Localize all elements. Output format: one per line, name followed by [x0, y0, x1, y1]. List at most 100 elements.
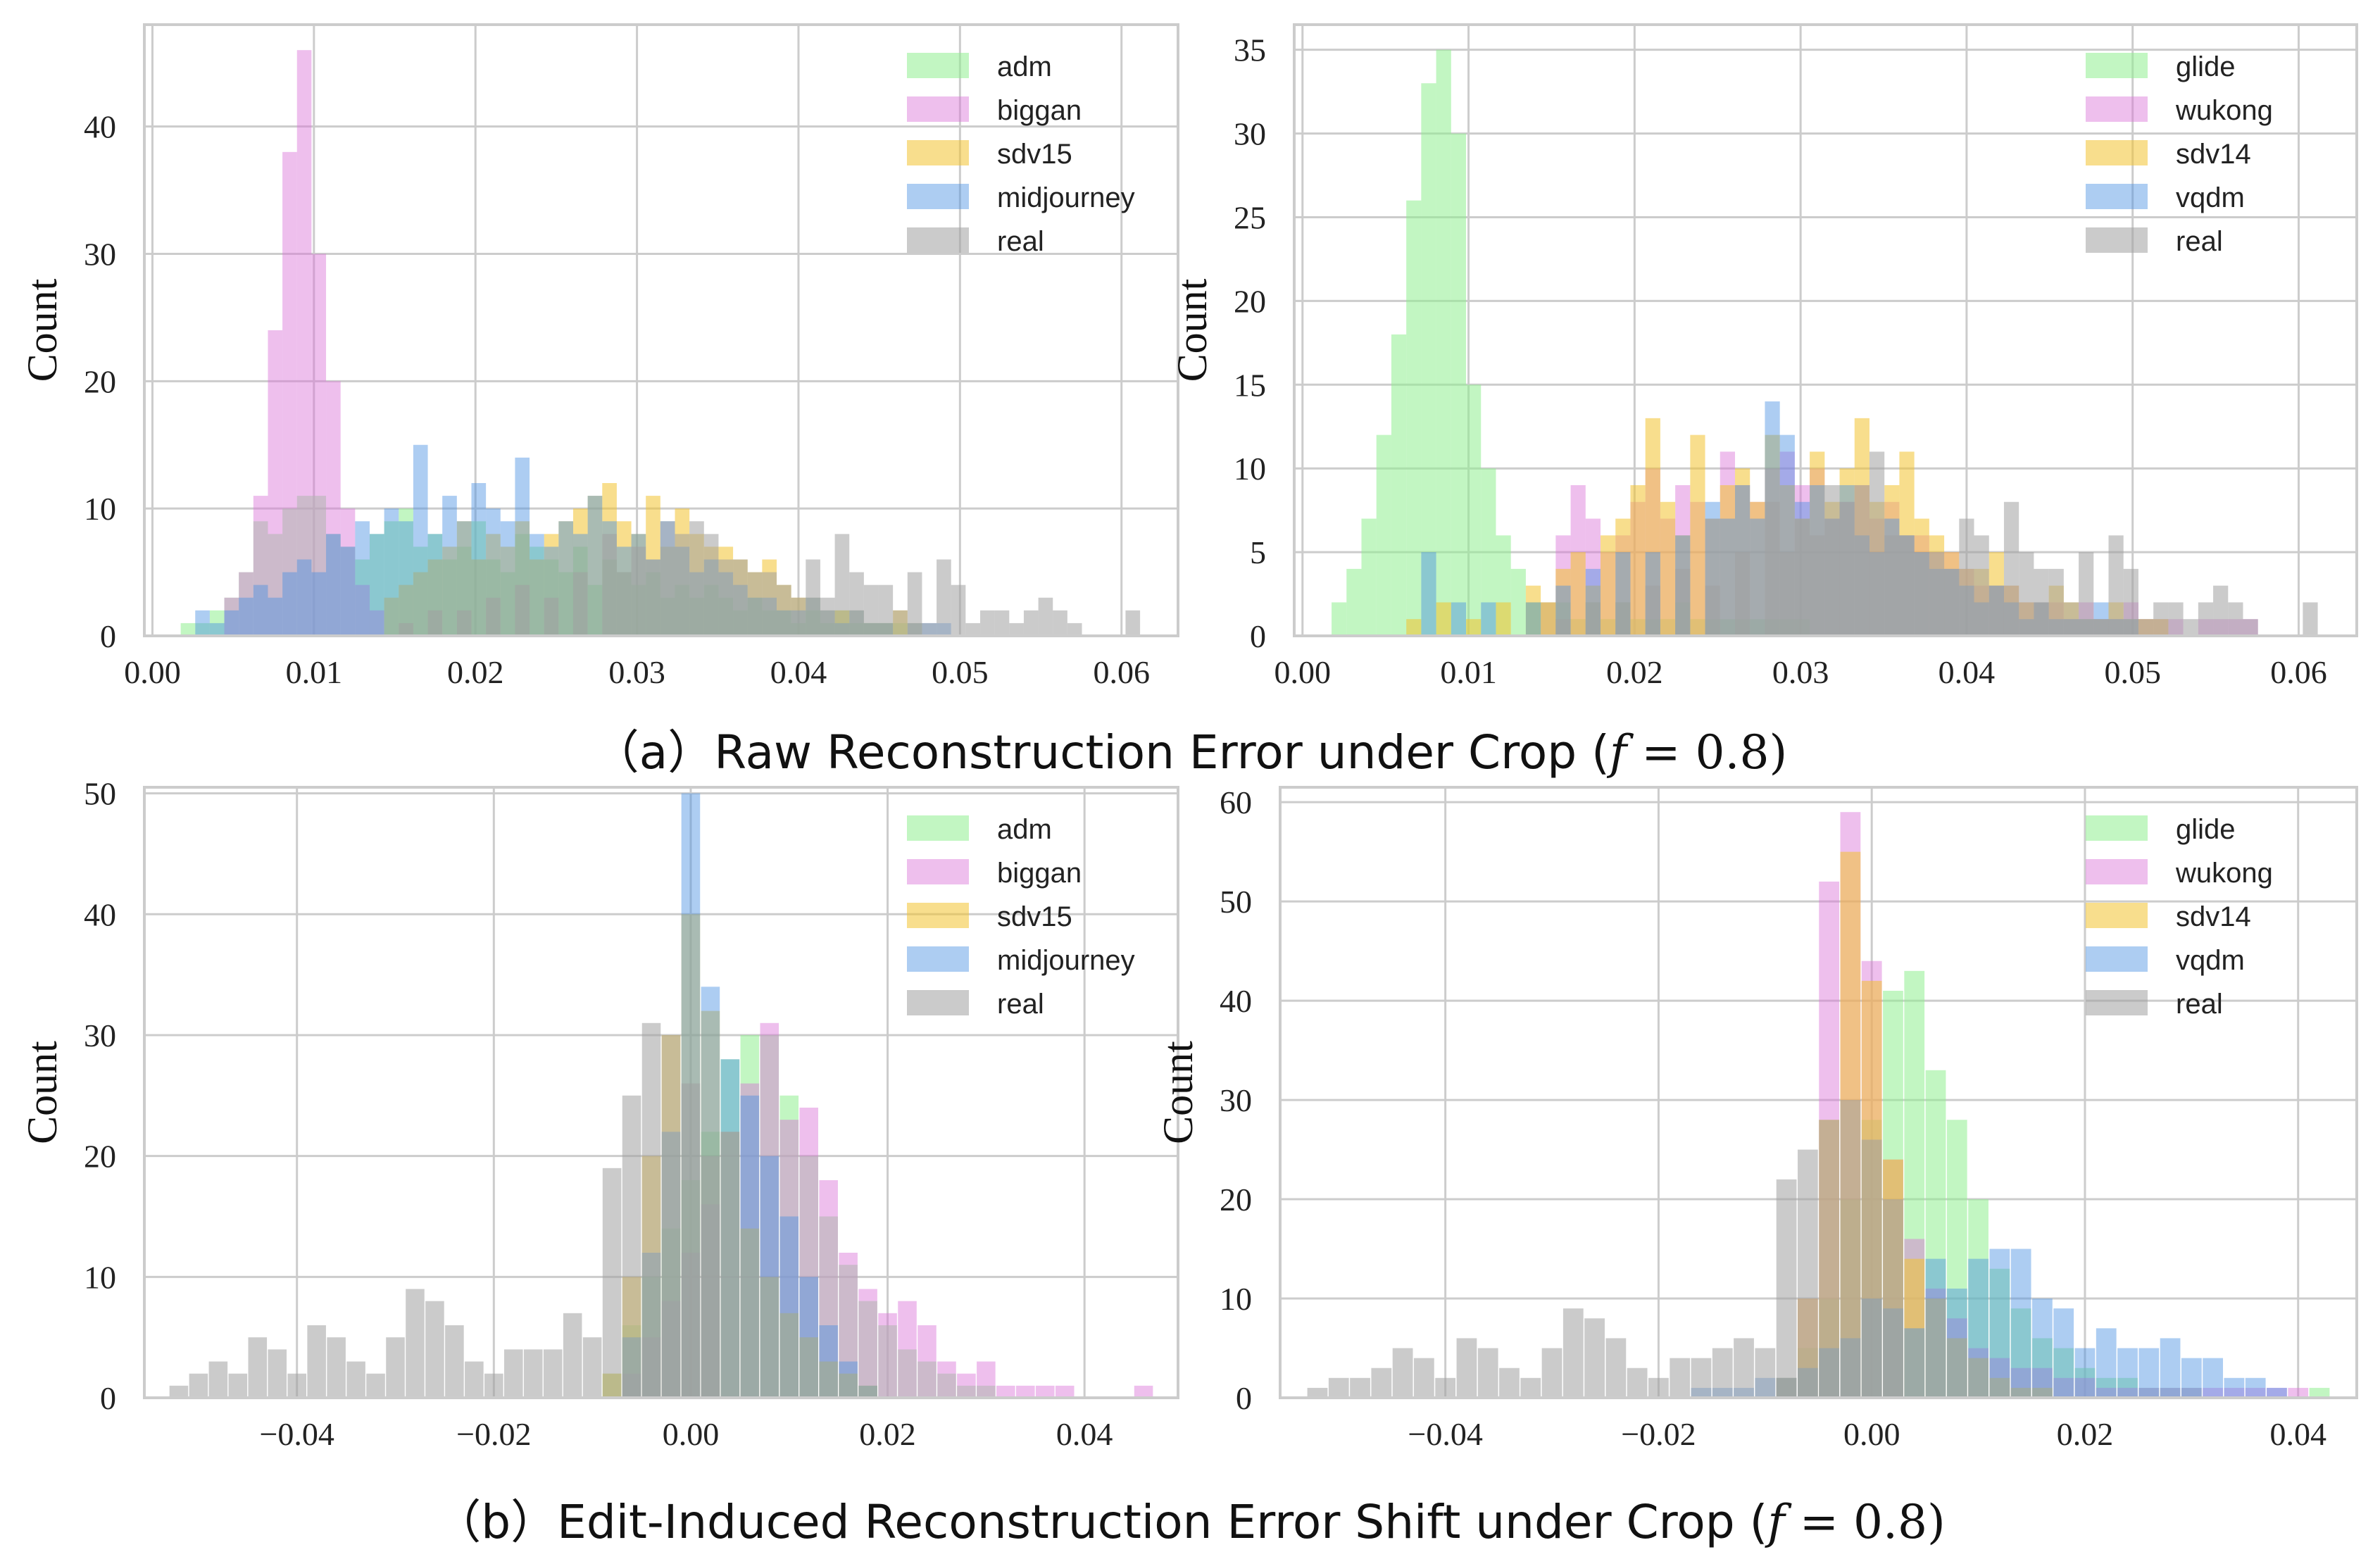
bar-wukong — [2138, 1387, 2160, 1398]
bar-real — [425, 1301, 444, 1398]
bar-real — [893, 610, 908, 636]
y-axis-label: Count — [1155, 1041, 1201, 1144]
bar-glide — [1421, 83, 1436, 636]
y-tick-label: 60 — [1220, 784, 1252, 820]
bar-real — [820, 597, 835, 636]
bar-vqdm — [1904, 1328, 1925, 1398]
x-tick-label: 0.03 — [608, 654, 665, 690]
bar-sdv14 — [2010, 1387, 2031, 1398]
caption-b-var: f — [1767, 1495, 1785, 1549]
bar-real — [1605, 1338, 1627, 1398]
bar-real — [228, 1373, 248, 1398]
bar-real — [1929, 552, 1945, 636]
bar-real — [1861, 1139, 1882, 1398]
bar-real — [386, 1337, 405, 1398]
y-tick-label: 40 — [84, 896, 116, 932]
bar-midjourney — [224, 610, 239, 636]
bar-real — [994, 610, 1010, 636]
bar-sdv15 — [558, 521, 573, 636]
bar-midjourney — [720, 1059, 740, 1398]
bar-real — [445, 1325, 464, 1398]
x-tick-label: 0.04 — [2269, 1416, 2326, 1452]
legend-swatch-wukong — [2086, 859, 2148, 884]
bar-real — [287, 1373, 306, 1398]
y-tick-label: 10 — [1234, 451, 1266, 487]
bar-real — [762, 572, 777, 636]
bar-adm — [224, 597, 239, 636]
y-tick-label: 0 — [1250, 618, 1266, 654]
bar-midjourney — [779, 1216, 799, 1398]
y-tick-label: 5 — [1250, 534, 1266, 570]
bar-real — [1675, 568, 1691, 636]
legend-swatch-real — [2086, 227, 2148, 253]
bar-adm — [326, 534, 341, 636]
bar-real — [1854, 484, 1869, 636]
bar-real — [616, 572, 632, 636]
x-tick-label: 0.06 — [2270, 654, 2327, 690]
plot-frame — [143, 786, 1179, 1399]
caption-b-label: （b） — [434, 1495, 558, 1549]
bar-real — [602, 1168, 622, 1398]
bar-biggan — [917, 1325, 937, 1398]
bar-biggan — [268, 330, 283, 636]
bar-real — [701, 1156, 720, 1398]
bar-glide — [1346, 568, 1362, 636]
chart-b-right: −0.04 −0.02 0.00 0.02 0.04 0 10 20 30 40 50 60 Count… — [1155, 784, 2358, 1452]
bar-sdv15 — [471, 559, 487, 636]
bar-vqdm — [2096, 1328, 2117, 1398]
bar-midjourney — [587, 496, 603, 636]
legend-label-adm: adm — [997, 51, 1052, 82]
bar-real — [1125, 610, 1141, 636]
bar-vqdm — [1989, 1249, 2010, 1398]
y-axis-label: Count — [1169, 278, 1215, 382]
x-tick-label: −0.02 — [1621, 1416, 1696, 1452]
bar-sdv14 — [1904, 1258, 1925, 1398]
series-adm — [602, 1034, 996, 1398]
bar-glide — [2181, 1387, 2202, 1398]
x-tick-label: 0.00 — [663, 1416, 720, 1452]
bar-real — [543, 1349, 563, 1398]
legend-label-vqdm: vqdm — [2176, 945, 2245, 976]
bar-adm — [369, 534, 384, 636]
bar-real — [2138, 619, 2154, 636]
y-tick-label: 40 — [1220, 983, 1252, 1019]
bar-real — [1797, 1149, 1818, 1398]
legend-swatch-sdv15 — [907, 903, 969, 928]
y-tick-label: 30 — [84, 237, 116, 273]
bar-adm — [977, 1385, 996, 1398]
bar-biggan — [326, 381, 341, 636]
bar-midjourney — [268, 597, 283, 636]
bar-glide — [1332, 602, 1347, 636]
bar-real — [248, 1337, 268, 1398]
legend-label-biggan: biggan — [997, 95, 1082, 126]
bar-wukong — [2224, 1387, 2245, 1398]
legend-swatch-real — [2086, 990, 2148, 1015]
legend-label-wukong: wukong — [2175, 95, 2273, 126]
bar-vqdm — [2245, 1377, 2266, 1398]
legend-swatch-real — [907, 990, 969, 1015]
bar-real — [1712, 1348, 1733, 1398]
bar-real — [1307, 1387, 1328, 1398]
bar-wukong — [2245, 1387, 2266, 1398]
bar-real — [406, 1289, 425, 1398]
bar-sdv15 — [384, 597, 399, 636]
x-tick-label: 0.02 — [2057, 1416, 2114, 1452]
bar-real — [2019, 552, 2034, 636]
bar-adm — [195, 622, 210, 636]
y-tick-label: 20 — [1234, 283, 1266, 319]
legend-swatch-adm — [907, 815, 969, 841]
bar-real — [427, 610, 443, 636]
bar-vqdm — [2267, 1387, 2287, 1398]
legend-label-real: real — [2176, 226, 2223, 257]
bar-real — [951, 584, 966, 636]
x-tick-label: 0.02 — [859, 1416, 916, 1452]
bar-sdv14 — [1436, 602, 1451, 636]
y-tick-label: 15 — [1234, 367, 1266, 403]
chart-b-left: −0.04 −0.02 0.00 0.02 0.04 0 10 20 30 40 50 Count ad… — [19, 776, 1179, 1452]
legend-swatch-biggan — [907, 96, 969, 122]
bar-real — [1988, 585, 2004, 636]
bar-real — [1053, 610, 1067, 636]
bar-real — [681, 1083, 701, 1398]
bar-real — [2108, 535, 2124, 636]
x-tick-label: 0.06 — [1093, 654, 1150, 690]
